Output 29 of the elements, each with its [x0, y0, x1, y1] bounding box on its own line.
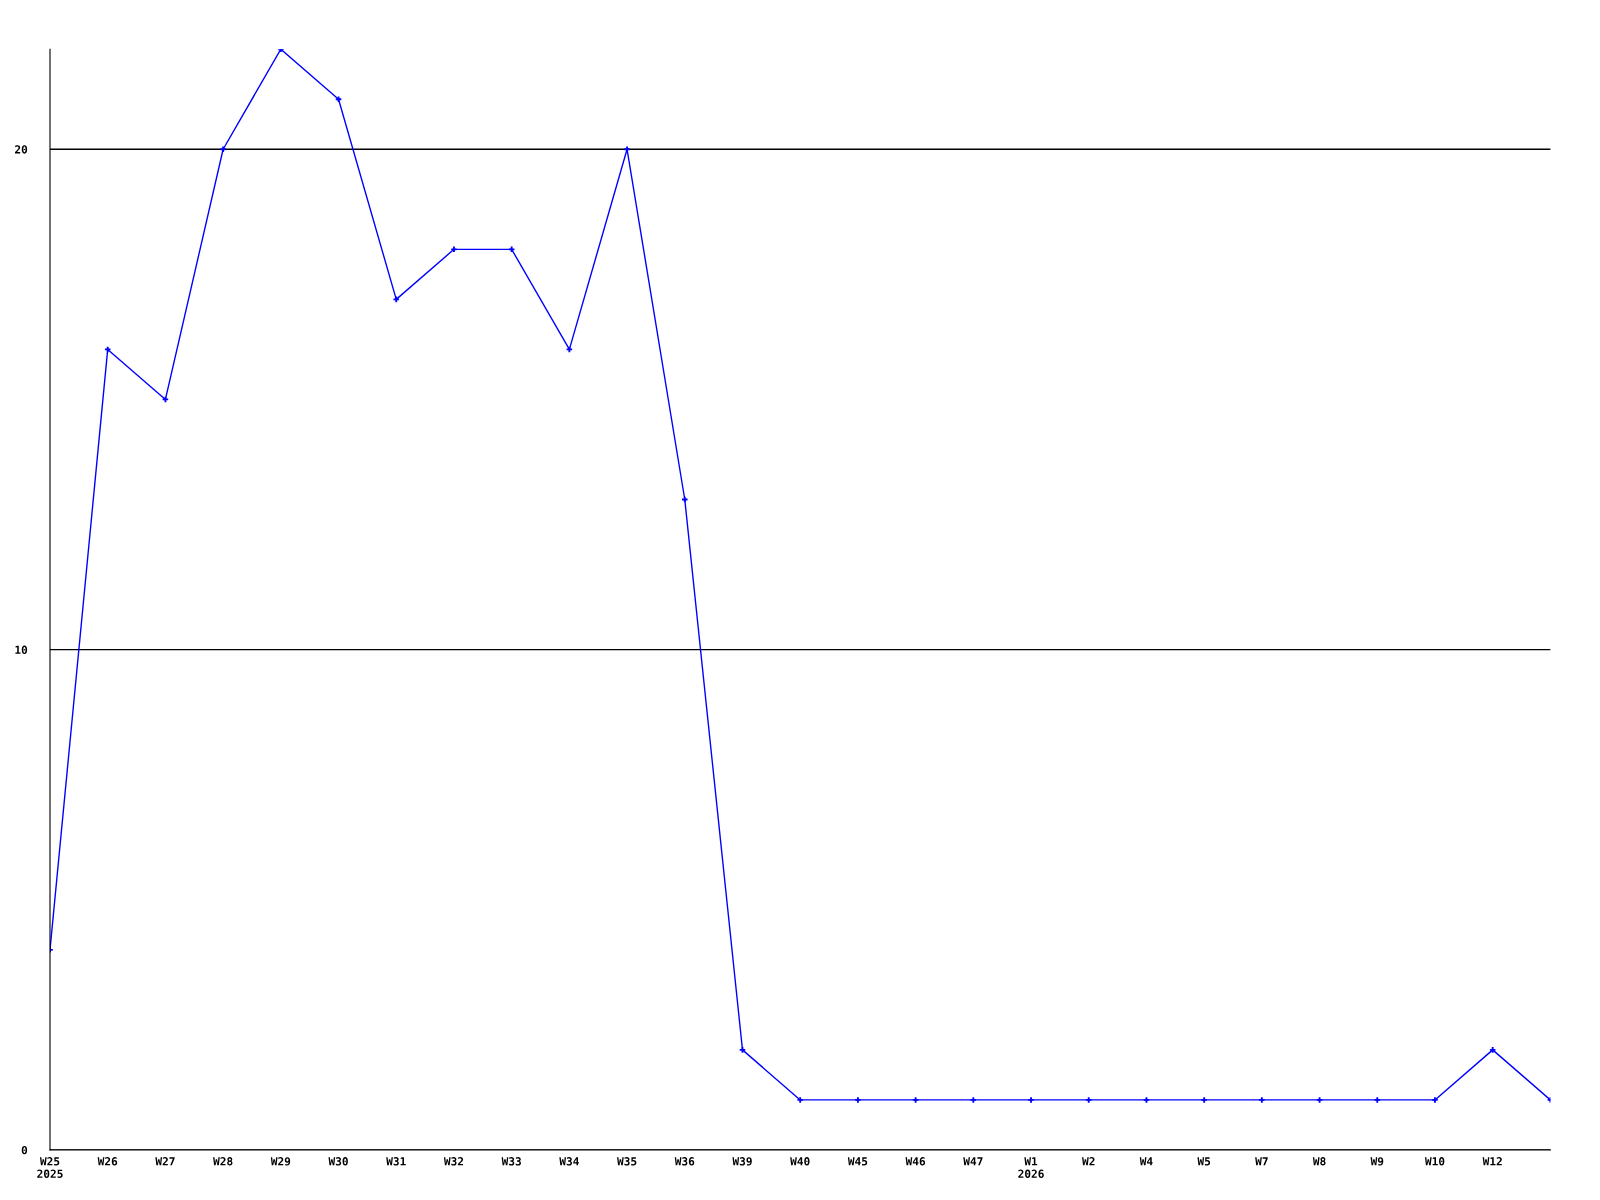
y-tick-label: 0 — [21, 1145, 28, 1155]
x-tick-label: W46 — [905, 1157, 926, 1166]
x-tick-label: W7 — [1255, 1157, 1268, 1166]
x-tick-label: W26 — [97, 1157, 118, 1166]
x-tick-label: W5 — [1197, 1157, 1211, 1166]
x-tick-label: W32 — [443, 1157, 464, 1166]
x-tick-label: W25 2025 — [37, 1157, 63, 1178]
x-tick-label: W2 — [1082, 1157, 1095, 1166]
x-tick-label: W1 2026 — [1018, 1157, 1044, 1178]
x-tick-label: W30 — [328, 1157, 348, 1166]
x-tick-label: W9 — [1370, 1157, 1384, 1166]
x-tick-label: W47 — [963, 1157, 983, 1166]
x-tick-label: W36 — [674, 1157, 695, 1166]
x-tick-label: W27 — [155, 1157, 175, 1166]
x-tick-label: W4 — [1139, 1157, 1153, 1166]
x-tick-label: W39 — [732, 1157, 752, 1166]
x-tick-label: W10 — [1424, 1157, 1445, 1166]
x-tick-label: W33 — [501, 1157, 521, 1166]
x-tick-label: W45 — [847, 1157, 868, 1166]
x-tick-label: W34 — [559, 1157, 579, 1166]
x-tick-label: W8 — [1312, 1157, 1326, 1166]
x-tick-label: W35 — [617, 1157, 637, 1166]
x-tick-label: W40 — [790, 1157, 810, 1166]
y-tick-label: 10 — [15, 645, 28, 654]
x-tick-label: W29 — [270, 1157, 291, 1166]
y-tick-label: 20 — [15, 145, 28, 154]
x-tick-label: W12 — [1482, 1157, 1502, 1166]
x-tick-label: W28 — [213, 1157, 233, 1166]
x-tick-label: W31 — [386, 1157, 406, 1166]
